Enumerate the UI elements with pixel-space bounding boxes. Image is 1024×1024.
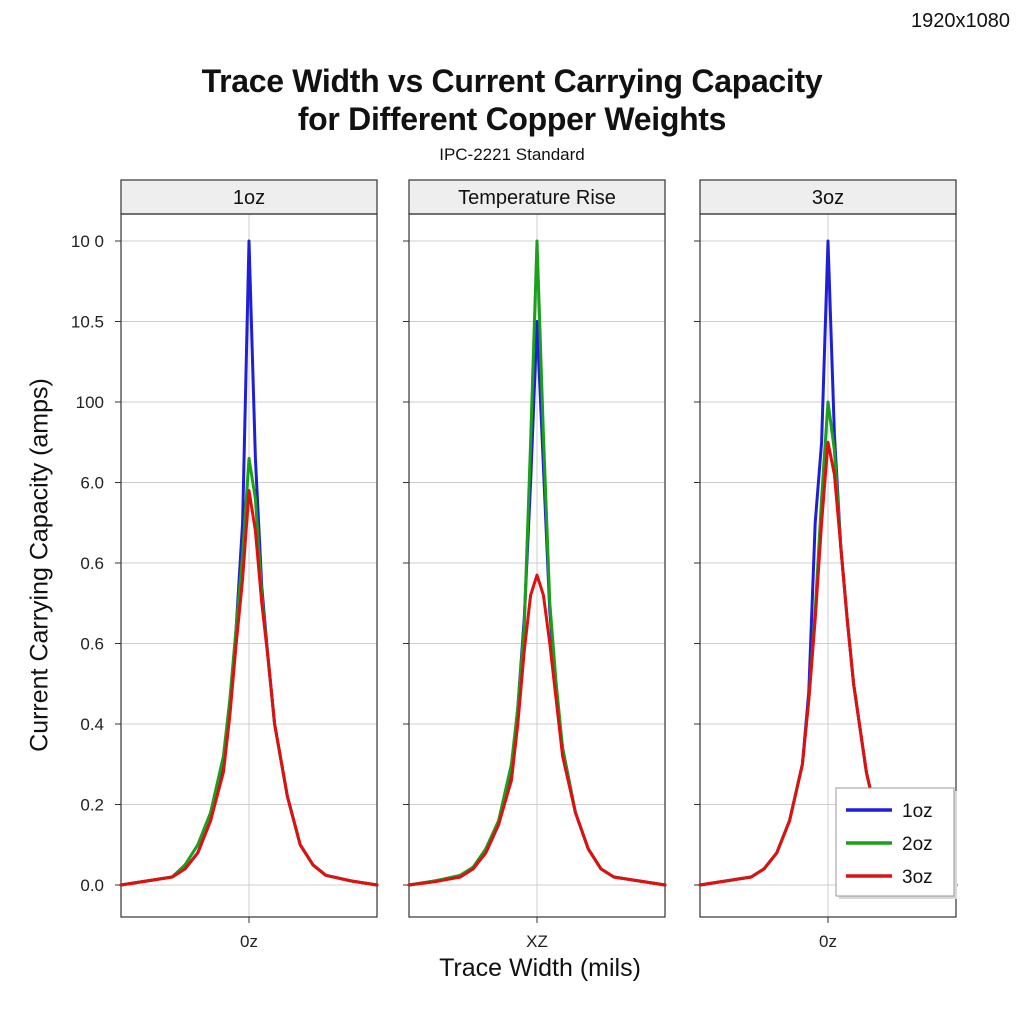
legend-label: 2oz	[902, 834, 933, 855]
panel-frame	[699, 213, 957, 918]
series-line-3oz	[407, 573, 667, 887]
panel-title: 3oz	[812, 187, 844, 209]
x-tick-label: XZ	[526, 932, 548, 951]
chart-title-line-1: Trace Width vs Current Carrying Capacity	[201, 63, 823, 99]
y-tick-label: 6.0	[80, 474, 104, 493]
y-tick-label: 0.2	[80, 796, 104, 815]
y-tick-label: 0.0	[80, 876, 104, 895]
y-tick-label: 0.6	[80, 635, 104, 654]
x-tick-label: 0z	[819, 932, 837, 951]
panel-title: 1oz	[233, 187, 265, 209]
panel-title: Temperature Rise	[458, 187, 616, 209]
panel-1: 1oz 0z	[115, 179, 379, 951]
chart-subtitle: IPC-2221 Standard	[439, 145, 585, 164]
chart-title-line-2: for Different Copper Weights	[297, 101, 727, 137]
legend-label: 1oz	[902, 801, 933, 822]
y-tick-label: 10.5	[71, 313, 104, 332]
image-size-label: 1920x1080	[911, 10, 1010, 32]
chart-title: Trace Width vs Current Carrying Capacity…	[0, 62, 1024, 138]
y-tick-label: 0.4	[80, 715, 104, 734]
panel-2: Temperature Rise XZ	[403, 179, 667, 951]
panel-frame	[120, 213, 378, 918]
legend-label: 3oz	[902, 867, 933, 888]
legend: 1oz 2oz 3oz	[835, 787, 957, 899]
panel-header	[699, 179, 957, 215]
x-tick-label: 0z	[240, 932, 258, 951]
y-tick-label: 100	[76, 393, 104, 412]
y-tick-label: 10 0	[71, 232, 104, 251]
series-line-3oz	[119, 489, 379, 887]
panel-header	[408, 179, 666, 215]
panel-frame	[408, 213, 666, 918]
x-axis-label: Trace Width (mils)	[439, 954, 641, 982]
y-tick-label: 0.6	[80, 554, 104, 573]
